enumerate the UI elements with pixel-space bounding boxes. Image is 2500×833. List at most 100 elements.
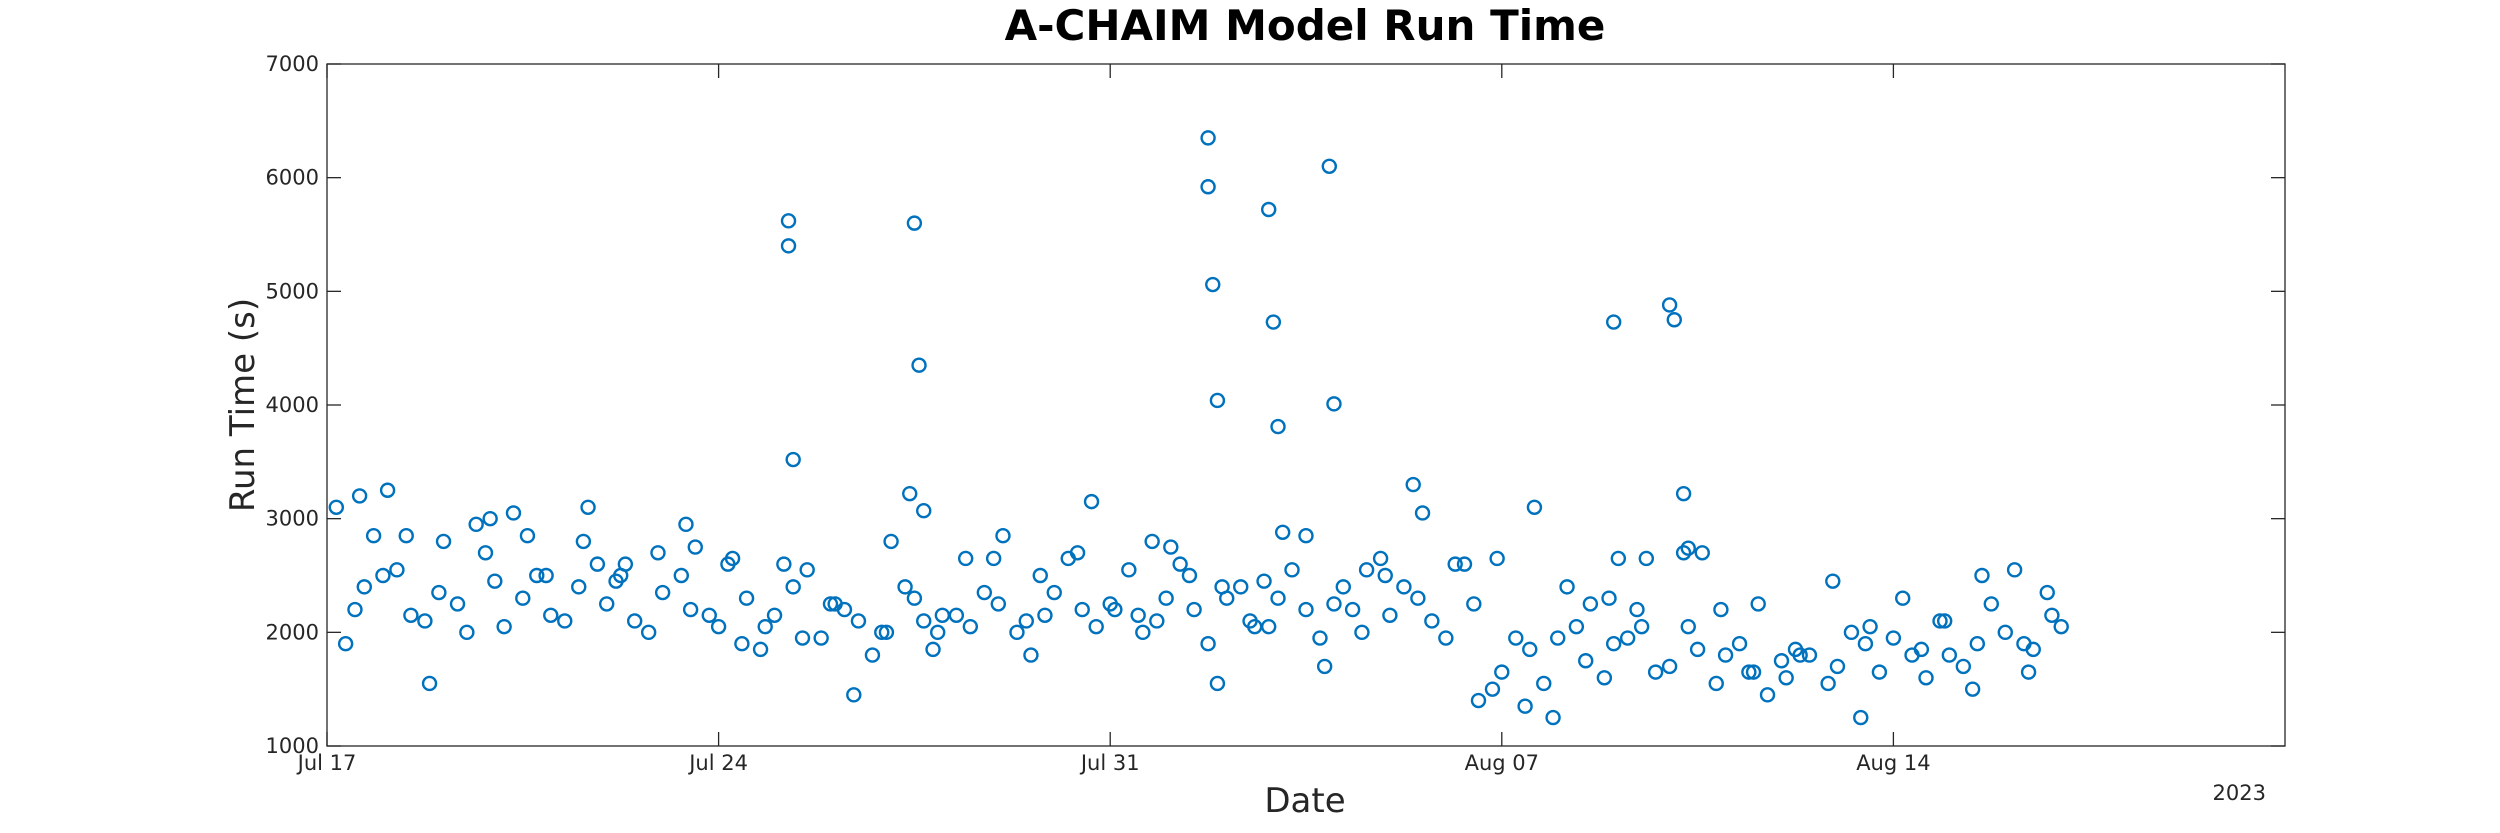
- data-point: [1023, 647, 1039, 663]
- data-point: [776, 556, 792, 572]
- data-point: [1731, 636, 1748, 652]
- data-point: [827, 596, 843, 612]
- data-point: [822, 596, 839, 612]
- data-point: [1601, 590, 1617, 606]
- y-tick-label: 3000: [266, 507, 319, 531]
- data-point: [1983, 596, 2000, 612]
- data-point: [738, 590, 755, 606]
- data-point: [1559, 579, 1575, 595]
- data-point: [1270, 418, 1286, 435]
- data-point: [874, 624, 890, 641]
- data-point: [1265, 314, 1282, 330]
- data-point: [1489, 550, 1505, 567]
- data-point: [1326, 596, 1342, 612]
- data-point: [1675, 485, 1692, 502]
- data-point: [650, 545, 666, 561]
- data-point: [794, 630, 811, 646]
- data-points: [328, 130, 2069, 726]
- data-point: [720, 556, 736, 572]
- data-point: [1885, 630, 1902, 646]
- data-point: [1186, 601, 1202, 618]
- data-point: [813, 630, 829, 646]
- data-point: [1358, 562, 1375, 578]
- data-point: [468, 516, 484, 533]
- data-point: [1773, 653, 1790, 669]
- data-point: [1261, 201, 1277, 218]
- x-tick-label: Jul 24: [687, 751, 748, 775]
- data-point: [1256, 573, 1272, 589]
- data-point: [1088, 618, 1104, 635]
- data-point: [850, 613, 867, 629]
- data-point: [1326, 396, 1342, 412]
- data-point: [916, 503, 932, 519]
- x-tick-label: Jul 17: [296, 751, 357, 775]
- x-axis-ticks: Jul 17 Jul 24 Jul 31 Aug 07 Aug 14: [296, 64, 1931, 775]
- data-point: [1046, 584, 1062, 601]
- data-point: [1997, 624, 2013, 641]
- data-point: [1661, 658, 1678, 675]
- data-point: [1526, 499, 1543, 515]
- data-point: [1298, 601, 1314, 618]
- data-point: [1750, 596, 1766, 612]
- data-point: [1158, 590, 1174, 606]
- data-point: [1578, 653, 1594, 669]
- data-point: [846, 687, 862, 703]
- data-point: [1680, 540, 1696, 556]
- data-point: [1596, 670, 1613, 686]
- data-point: [626, 613, 643, 629]
- data-point: [1694, 545, 1710, 561]
- data-point: [1247, 618, 1263, 635]
- data-point: [477, 545, 494, 561]
- data-point: [766, 607, 783, 623]
- data-point: [916, 613, 932, 629]
- data-point: [654, 584, 671, 601]
- data-point: [985, 550, 1002, 567]
- data-point: [1382, 607, 1398, 623]
- data-point: [1941, 647, 1958, 663]
- data-point: [1801, 647, 1818, 663]
- data-point: [710, 618, 727, 635]
- data-point: [1396, 579, 1412, 595]
- data-point: [878, 624, 895, 641]
- data-point: [421, 675, 438, 692]
- data-point: [515, 590, 531, 606]
- data-point: [449, 596, 466, 612]
- data-point: [1270, 590, 1286, 606]
- data-point: [780, 213, 797, 229]
- data-point: [1018, 613, 1034, 629]
- data-point: [799, 562, 815, 578]
- data-point: [1568, 618, 1585, 635]
- data-point: [785, 579, 801, 595]
- data-point: [482, 510, 498, 527]
- data-point: [864, 647, 881, 663]
- data-point: [734, 636, 750, 652]
- data-point: [1200, 636, 1216, 652]
- data-point: [1857, 636, 1874, 652]
- data-point: [1843, 624, 1860, 641]
- data-point: [571, 579, 587, 595]
- y-tick-label: 7000: [266, 52, 319, 76]
- data-point: [1862, 618, 1878, 635]
- data-point: [1969, 636, 1986, 652]
- data-point: [1209, 392, 1226, 409]
- data-point: [1522, 641, 1538, 658]
- data-point: [347, 601, 363, 618]
- data-point: [897, 579, 913, 595]
- data-point: [2044, 607, 2060, 623]
- data-point: [431, 584, 447, 601]
- data-point: [1895, 590, 1911, 606]
- data-point: [1661, 297, 1678, 313]
- data-point: [1619, 630, 1636, 646]
- data-point: [1298, 528, 1314, 544]
- data-point: [1871, 664, 1888, 680]
- data-point: [1009, 624, 1025, 641]
- data-point: [1638, 550, 1655, 567]
- data-point: [1377, 567, 1393, 584]
- data-point: [538, 567, 554, 584]
- data-point: [1414, 505, 1431, 521]
- data-point: [1107, 601, 1123, 618]
- data-point: [962, 618, 979, 635]
- data-point: [496, 618, 512, 635]
- data-point: [1647, 664, 1664, 680]
- data-point: [1829, 658, 1846, 675]
